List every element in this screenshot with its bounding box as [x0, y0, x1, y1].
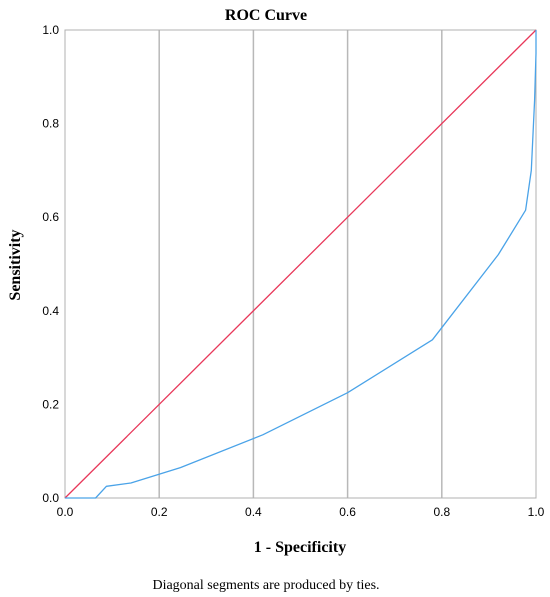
- x-tick-label: 0.4: [245, 505, 262, 519]
- grid-lines: [158, 30, 443, 498]
- y-axis-label: Sensitivity: [7, 229, 24, 300]
- x-tick-label: 1.0: [528, 505, 545, 519]
- x-tick-label: 0.2: [151, 505, 168, 519]
- y-tick-label: 0.8: [42, 117, 59, 131]
- x-tick-label: 0.6: [339, 505, 356, 519]
- plot-frame: [64, 29, 537, 499]
- y-tick-label: 0.6: [42, 210, 59, 224]
- x-axis-label: 1 - Specificity: [254, 539, 346, 556]
- reference-diagonal-line: [64, 29, 537, 499]
- x-axis-ticks: 0.0 0.2 0.4 0.6 0.8 1.0: [57, 505, 545, 519]
- footnote: Diagonal segments are produced by ties.: [152, 578, 379, 593]
- x-tick-label: 0.0: [57, 505, 74, 519]
- x-tick-label: 0.8: [433, 505, 450, 519]
- roc-curve-line: [65, 30, 537, 499]
- y-tick-label: 0.4: [42, 304, 59, 318]
- y-axis-ticks: 0.0 0.2 0.4 0.6 0.8 1.0: [42, 23, 59, 505]
- y-tick-label: 1.0: [42, 23, 59, 37]
- chart-title: ROC Curve: [225, 7, 307, 24]
- y-tick-label: 0.2: [42, 397, 59, 411]
- y-tick-label: 0.0: [42, 491, 59, 505]
